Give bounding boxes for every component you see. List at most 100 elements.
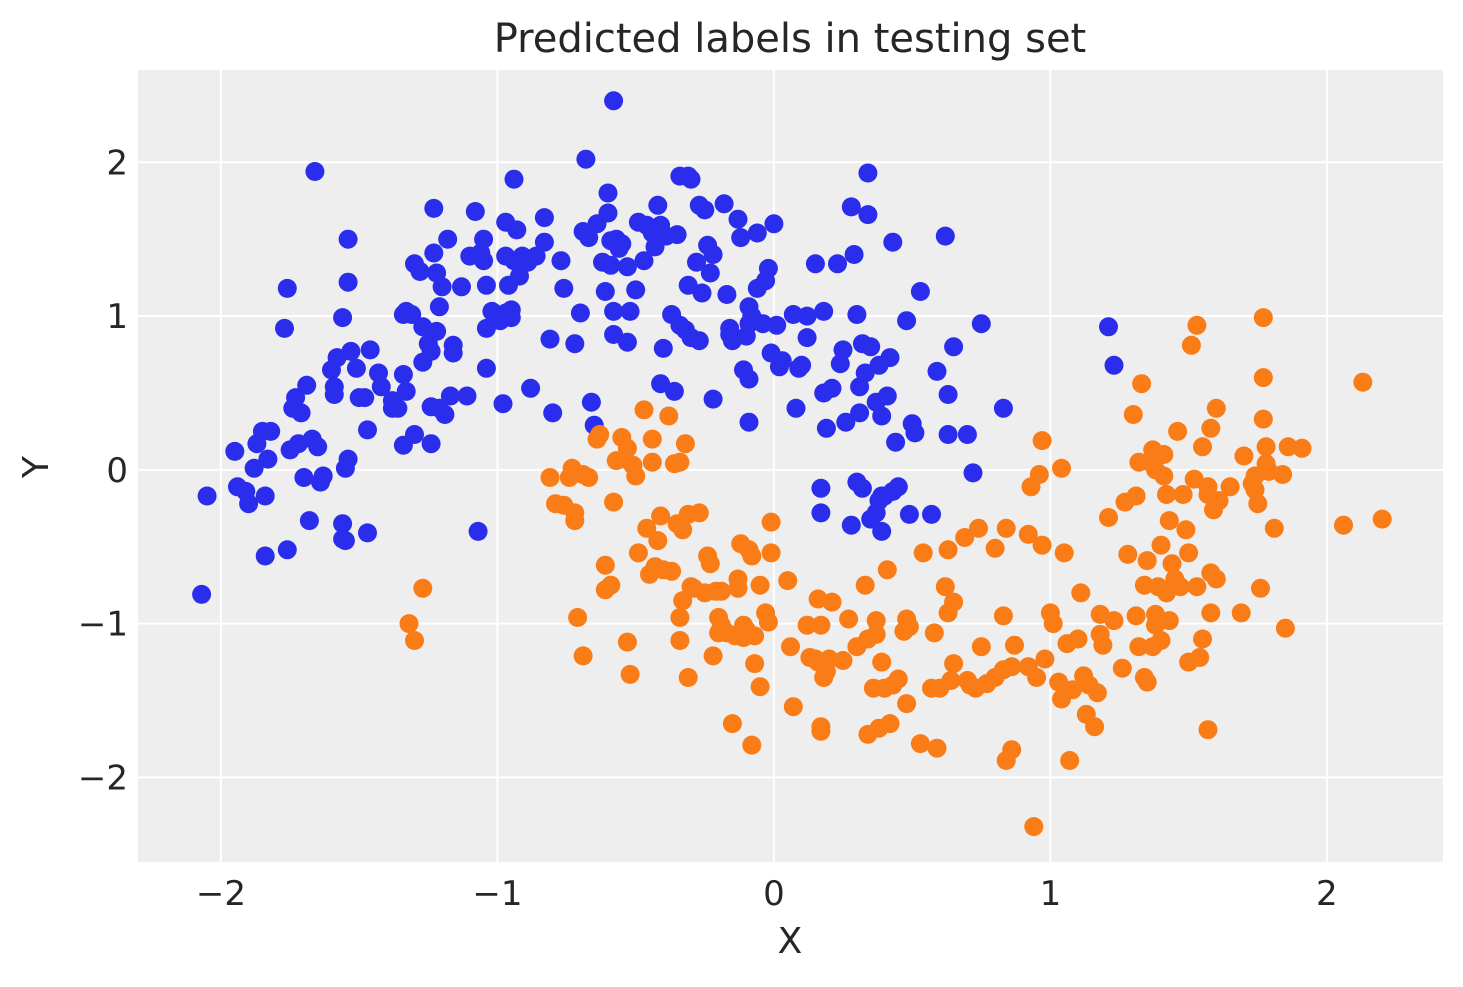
scatter-point bbox=[781, 637, 800, 657]
scatter-point bbox=[628, 543, 648, 563]
scatter-point bbox=[1154, 466, 1174, 486]
scatter-point bbox=[396, 381, 416, 401]
scatter-point bbox=[872, 652, 892, 672]
scatter-point bbox=[501, 300, 521, 320]
scatter-point bbox=[797, 328, 817, 348]
data-points bbox=[192, 91, 1392, 837]
scatter-point bbox=[617, 332, 637, 352]
scatter-point bbox=[1234, 446, 1254, 466]
scatter-point bbox=[424, 198, 444, 218]
scatter-point bbox=[413, 578, 433, 598]
scatter-point bbox=[653, 338, 673, 358]
scatter-point bbox=[239, 494, 259, 514]
scatter-point bbox=[601, 575, 621, 595]
scatter-point bbox=[324, 385, 344, 404]
scatter-point bbox=[678, 668, 698, 687]
scatter-point bbox=[579, 228, 599, 248]
scatter-point bbox=[474, 251, 494, 271]
scatter-point bbox=[761, 543, 781, 563]
scatter-point bbox=[581, 392, 601, 412]
scatter-point bbox=[1151, 535, 1171, 555]
scatter-point bbox=[427, 321, 447, 341]
scatter-point bbox=[637, 518, 657, 538]
scatter-point bbox=[277, 540, 297, 560]
scatter-point bbox=[1181, 335, 1201, 355]
scatter-point bbox=[811, 721, 831, 741]
scatter-point bbox=[440, 386, 460, 406]
scatter-point bbox=[828, 254, 847, 274]
scatter-point bbox=[1032, 535, 1052, 555]
scatter-point bbox=[664, 381, 684, 401]
scatter-point bbox=[1118, 544, 1138, 564]
scatter-point bbox=[681, 169, 701, 189]
scatter-point bbox=[703, 245, 723, 264]
scatter-point bbox=[476, 275, 496, 295]
scatter-point bbox=[1132, 374, 1152, 394]
scatter-point bbox=[432, 277, 452, 297]
scatter-point bbox=[993, 606, 1013, 626]
scatter-point bbox=[1334, 515, 1353, 535]
scatter-point bbox=[816, 418, 836, 438]
scatter-point bbox=[667, 225, 687, 245]
scatter-point bbox=[1060, 751, 1080, 770]
scatter-point bbox=[261, 421, 281, 441]
scatter-point bbox=[944, 592, 964, 612]
scatter-point bbox=[620, 301, 640, 321]
scatter-point bbox=[626, 466, 646, 486]
scatter-point bbox=[1123, 405, 1143, 424]
scatter-point bbox=[689, 503, 709, 523]
scatter-point bbox=[861, 337, 881, 357]
scatter-point bbox=[579, 468, 599, 487]
scatter-point bbox=[858, 163, 878, 183]
scatter-point bbox=[714, 194, 734, 214]
scatter-point bbox=[938, 540, 958, 560]
scatter-point bbox=[880, 348, 900, 368]
scatter-point bbox=[1220, 477, 1240, 497]
scatter-point bbox=[565, 334, 585, 354]
scatter-point bbox=[778, 571, 798, 591]
series-0-points bbox=[192, 91, 1124, 604]
scatter-point bbox=[604, 301, 624, 321]
scatter-point bbox=[277, 278, 297, 298]
scatter-point bbox=[841, 197, 861, 217]
scatter-point bbox=[1129, 637, 1149, 657]
scatter-point bbox=[742, 546, 762, 566]
scatter-point bbox=[1151, 631, 1171, 650]
scatter-point bbox=[662, 561, 682, 581]
scatter-point bbox=[651, 506, 671, 526]
scatter-point bbox=[971, 637, 991, 657]
scatter-point bbox=[673, 591, 693, 611]
scatter-point bbox=[1275, 618, 1295, 638]
scatter-point bbox=[565, 503, 585, 523]
scatter-point bbox=[1292, 438, 1312, 458]
chart-title: Predicted labels in testing set bbox=[494, 16, 1086, 62]
scatter-point bbox=[822, 378, 842, 398]
scatter-point bbox=[913, 543, 933, 563]
scatter-point bbox=[308, 437, 328, 457]
scatter-point bbox=[1052, 458, 1071, 478]
scatter-point bbox=[534, 232, 554, 252]
scatter-point bbox=[598, 183, 618, 203]
scatter-point bbox=[1187, 577, 1207, 597]
scatter-point bbox=[1206, 569, 1226, 589]
scatter-point bbox=[1198, 477, 1218, 497]
y-tick-labels: −2 −1 0 1 2 bbox=[78, 143, 128, 798]
scatter-point bbox=[573, 646, 593, 666]
scatter-point bbox=[1157, 485, 1176, 504]
scatter-point bbox=[1264, 518, 1284, 538]
scatter-point bbox=[993, 398, 1013, 418]
scatter-point bbox=[192, 584, 212, 604]
scatter-point bbox=[728, 209, 748, 229]
scatter-point bbox=[905, 423, 925, 443]
scatter-point bbox=[617, 257, 637, 277]
scatter-point bbox=[570, 303, 590, 323]
scatter-point bbox=[1099, 508, 1118, 527]
scatter-point bbox=[1085, 717, 1105, 737]
scatter-point bbox=[590, 425, 610, 444]
scatter-point bbox=[595, 555, 615, 575]
scatter-point bbox=[1201, 418, 1221, 438]
scatter-point bbox=[797, 306, 817, 326]
scatter-point bbox=[728, 578, 748, 598]
x-tick-label: 0 bbox=[763, 874, 785, 914]
scatter-point bbox=[402, 305, 422, 324]
